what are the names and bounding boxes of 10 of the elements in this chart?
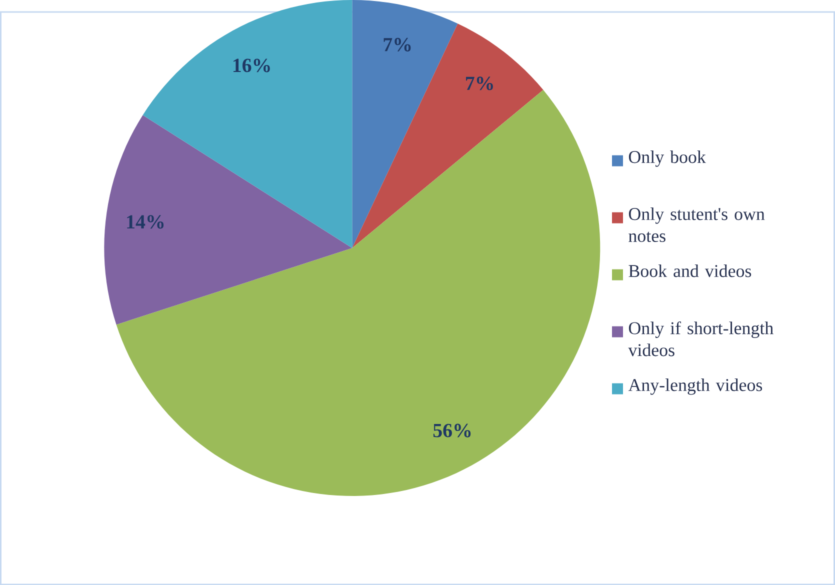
legend-label: Any-length videos — [628, 378, 762, 395]
legend-label: Book and videos — [628, 264, 752, 277]
data-label: 56% — [433, 424, 471, 438]
data-label: 16% — [233, 58, 270, 72]
legend-label: Only stutent's own notes — [628, 207, 765, 242]
data-label: 7% — [384, 38, 411, 52]
data-label: 7% — [466, 76, 493, 90]
legend-label: Only book — [628, 150, 706, 167]
legend-label: Only if short-length videos — [628, 321, 774, 356]
data-label: 14% — [127, 214, 164, 229]
